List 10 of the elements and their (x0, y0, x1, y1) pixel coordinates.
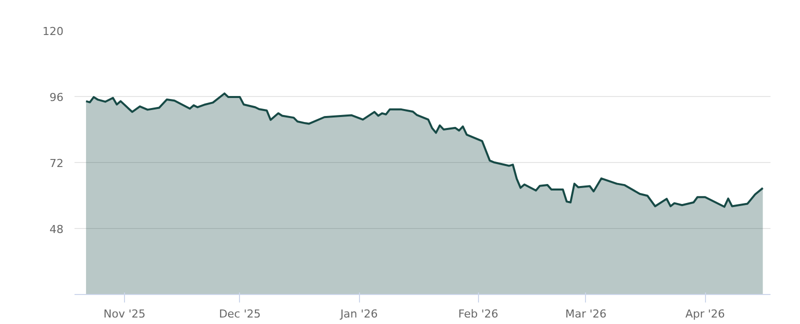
x-tick-label: Mar '26 (565, 308, 607, 320)
x-tick-label: Dec '25 (218, 308, 261, 320)
x-tick-label: Nov '25 (103, 308, 146, 320)
x-tick-label: Apr '26 (685, 308, 725, 320)
y-tick-label: 48 (50, 223, 64, 236)
x-tick-label: Feb '26 (458, 308, 498, 320)
y-tick-label: 96 (50, 91, 64, 104)
x-tick-label: Jan '26 (339, 308, 378, 320)
y-tick-label: 72 (50, 157, 64, 170)
y-tick-label: 120 (42, 25, 64, 38)
